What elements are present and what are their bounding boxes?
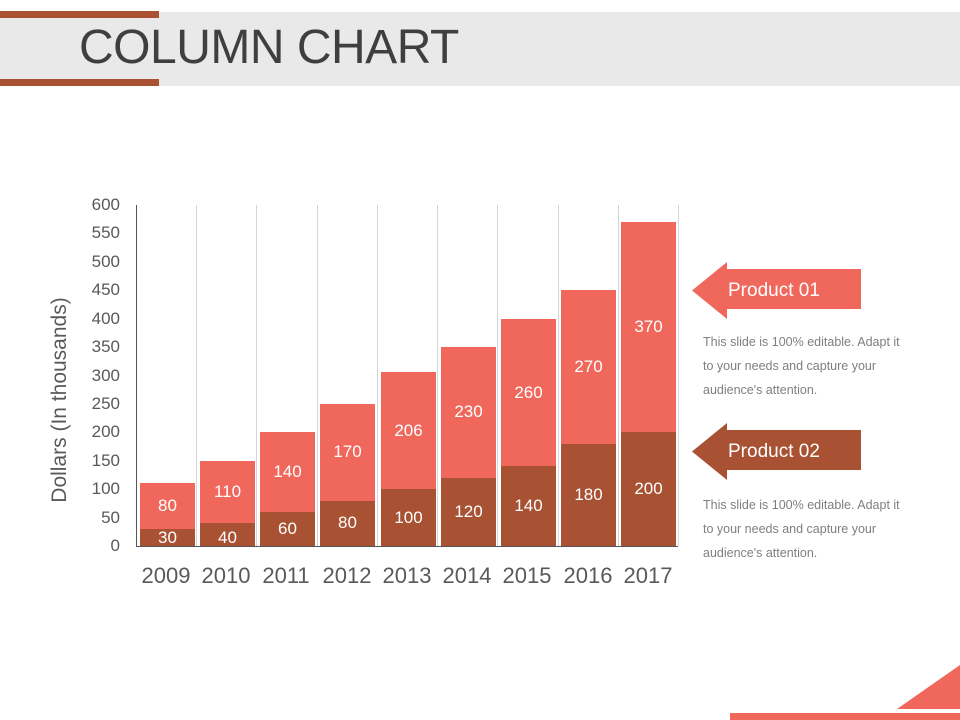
data-label-product-01: 206 [394, 420, 423, 440]
x-tick-label: 2017 [623, 563, 673, 588]
gridline [678, 205, 679, 546]
product-02-arrow [692, 423, 861, 480]
bar-segment-product-01 [561, 290, 616, 444]
bar-segment-product-02 [320, 500, 375, 546]
x-tick-label: 2014 [442, 563, 492, 588]
bar-segment-product-02 [140, 528, 195, 546]
bar-segment-product-01 [200, 460, 255, 524]
bar-segment-product-02 [561, 443, 616, 546]
bar-segment-product-02 [621, 432, 676, 546]
data-label-product-01: 140 [273, 462, 302, 482]
y-tick-label: 150 [91, 450, 120, 470]
data-label-product-02: 100 [394, 507, 423, 527]
data-label-product-01: 80 [158, 496, 177, 516]
bar-segment-product-02 [441, 477, 496, 546]
data-label-product-01: 230 [454, 402, 483, 422]
x-axis-line [136, 546, 678, 547]
y-tick-label: 350 [91, 337, 120, 357]
data-label-product-02: 60 [278, 518, 297, 538]
slide-title: COLUMN CHART [79, 21, 459, 74]
product-01-label: Product 01 [728, 280, 820, 301]
gridline [558, 205, 559, 546]
bar-segment-product-01 [320, 403, 375, 501]
bar-segment-product-01 [381, 372, 436, 490]
y-tick-label: 300 [91, 365, 120, 385]
y-tick-label: 0 [110, 536, 120, 555]
bar-segment-product-01 [501, 318, 556, 467]
data-label-product-01: 260 [514, 382, 543, 402]
data-label-product-01: 370 [634, 317, 663, 337]
x-tick-label: 2015 [502, 563, 552, 588]
y-tick-label: 500 [91, 251, 120, 271]
gridline [437, 205, 438, 546]
product-02-note: This slide is 100% editable. Adapt it to… [703, 498, 900, 560]
product-02-label: Product 02 [728, 441, 820, 462]
y-tick-label: 200 [91, 422, 120, 442]
header-accent-top [0, 11, 159, 18]
data-label-product-01: 110 [213, 482, 242, 501]
data-label-product-01: 170 [333, 442, 362, 462]
data-label-product-02: 140 [514, 496, 543, 516]
data-label-product-02: 120 [454, 501, 483, 521]
data-label-product-01: 270 [574, 356, 603, 376]
header-band [0, 12, 960, 86]
bar-segment-product-02 [381, 489, 436, 546]
gridline [256, 205, 257, 546]
y-tick-label: 50 [101, 507, 120, 527]
bar-segment-product-01 [140, 483, 195, 529]
x-tick-label: 2013 [382, 563, 432, 588]
x-tick-label: 2010 [201, 563, 251, 588]
footer-accent-bar [730, 713, 960, 720]
y-tick-label: 600 [91, 195, 120, 214]
gridline [377, 205, 378, 546]
y-tick-label: 400 [91, 308, 120, 328]
bar-segment-product-02 [501, 466, 556, 546]
y-tick-label: 100 [91, 479, 120, 499]
data-label-product-02: 180 [574, 484, 603, 504]
header-accent-bottom [0, 79, 159, 86]
data-label-product-02: 40 [218, 528, 237, 547]
gridline [497, 205, 498, 546]
x-tick-label: 2009 [141, 563, 191, 588]
bar-segment-product-01 [621, 222, 676, 433]
y-axis-label: Dollars (In thousands) [48, 297, 71, 503]
gridline [317, 205, 318, 546]
gridline [196, 205, 197, 546]
x-tick-label: 2016 [563, 563, 613, 588]
bar-segment-product-02 [260, 511, 315, 546]
bar-segment-product-02 [200, 523, 255, 546]
data-label-product-02: 30 [158, 528, 177, 547]
x-tick-label: 2012 [322, 563, 372, 588]
bar-segment-product-01 [441, 347, 496, 478]
product-01-arrow [692, 262, 861, 319]
gridline [618, 205, 619, 546]
bar-segment-product-01 [260, 432, 315, 512]
y-axis-line [136, 205, 137, 547]
data-label-product-02: 80 [338, 513, 357, 533]
y-tick-label: 250 [91, 393, 120, 413]
x-tick-label: 2011 [262, 563, 310, 588]
y-tick-label: 550 [91, 223, 120, 243]
y-tick-label: 450 [91, 280, 120, 300]
data-label-product-02: 200 [634, 479, 663, 499]
product-01-note: This slide is 100% editable. Adapt it to… [703, 335, 900, 397]
